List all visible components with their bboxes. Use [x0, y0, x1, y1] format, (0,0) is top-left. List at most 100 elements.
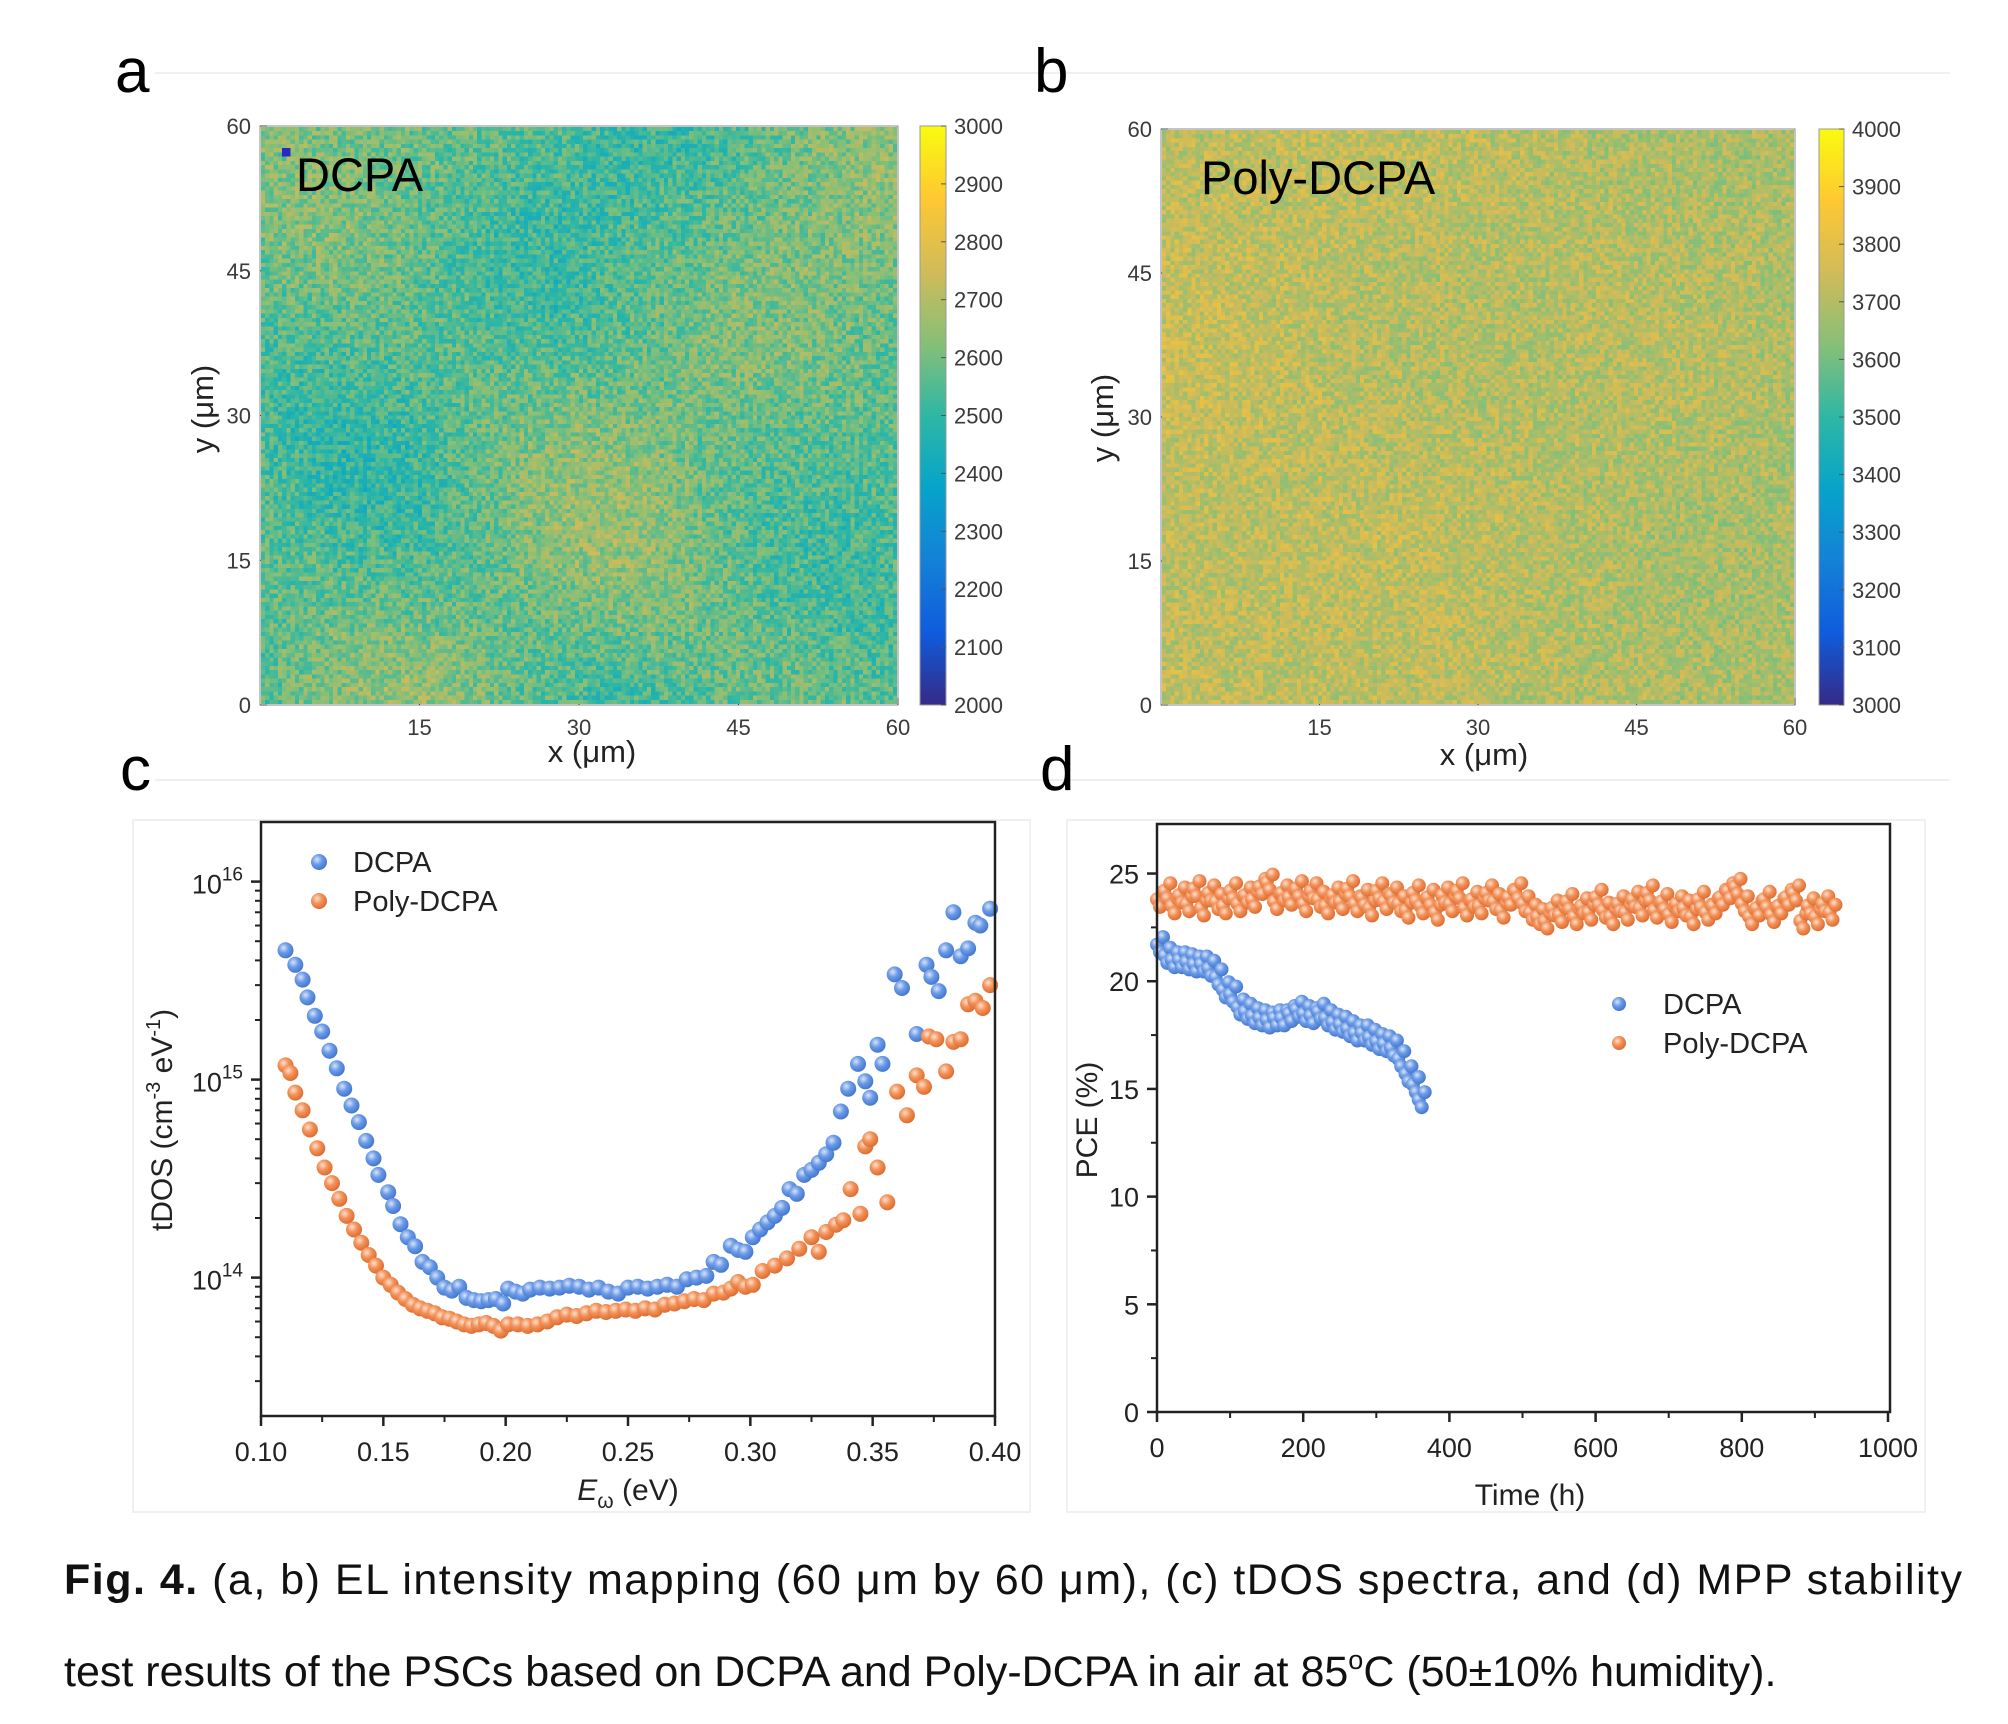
colorbar-b-ticks: 3000 3100 3200 3300 3400 3500 3600 3700 3800 3900…	[1839, 117, 1901, 718]
y-tick-label: 15	[1109, 1075, 1139, 1105]
heatmap-ytick-label: 30	[1128, 405, 1152, 430]
dcpa-point	[294, 971, 311, 988]
dcpa-point	[1417, 1085, 1432, 1100]
poly-dcpa-point	[1196, 908, 1211, 923]
poly-dcpa-point	[842, 1181, 859, 1198]
poly-dcpa-point	[1660, 887, 1675, 901]
heatmap-a-ylabel: y (μm)	[185, 365, 220, 453]
poly-dcpa-point	[1192, 874, 1207, 889]
dcpa-point	[314, 1023, 331, 1040]
poly-dcpa-point	[1430, 912, 1445, 927]
heatmap-ytick-label: 60	[1128, 117, 1152, 142]
poly-dcpa-point	[1620, 912, 1635, 927]
y-tick-label: 20	[1109, 967, 1139, 997]
dcpa-point	[299, 989, 316, 1006]
dcpa-point	[713, 1256, 729, 1273]
colorbar-tick-label: 3900	[1852, 175, 1901, 200]
poly-dcpa-point	[862, 1131, 879, 1148]
x-tick-label: 0.10	[235, 1437, 288, 1467]
dcpa-point	[886, 966, 903, 983]
dcpa-point	[938, 942, 955, 959]
pce-ticks: 0 200 400 600 800 1000 0 5 10 15 20 25	[1109, 860, 1918, 1463]
poly-dcpa-point	[287, 1084, 304, 1101]
heatmap-ytick-label: 15	[1128, 549, 1152, 574]
heatmap-ytick-label: 60	[227, 114, 251, 139]
heatmap-xtick-label: 15	[407, 715, 431, 740]
dcpa-point	[850, 1055, 866, 1072]
heatmap-b-xlabel: x (μm)	[1440, 737, 1528, 772]
colorbar-tick-label: 2200	[954, 577, 1003, 602]
x-tick-label: 0.30	[724, 1437, 777, 1467]
poly-dcpa-point	[916, 1078, 932, 1095]
poly-dcpa-point	[1474, 906, 1489, 921]
dcpa-point	[737, 1243, 754, 1260]
heatmap-ytick-label: 0	[239, 693, 251, 718]
poly-dcpa-point	[1346, 874, 1361, 889]
colorbar-tick-label: 3400	[1852, 463, 1901, 488]
heatmap-ytick-label: 0	[1140, 693, 1152, 718]
heatmap-a: 0 15 30 45 60 15 30 45 60 x (μm) y (μm) 2000 2100…	[185, 114, 1003, 769]
panel-label-a: a	[115, 37, 150, 106]
dcpa-point	[380, 1184, 397, 1201]
poly-dcpa-point	[1828, 897, 1843, 912]
poly-dcpa-point	[928, 1031, 945, 1048]
colorbar-tick-label: 2900	[954, 172, 1003, 197]
poly-dcpa-point	[1248, 899, 1262, 914]
poly-dcpa-point	[1229, 876, 1244, 891]
poly-dcpa-point	[1496, 910, 1511, 925]
poly-dcpa-point	[952, 1031, 969, 1048]
heatmap-ytick-label: 30	[227, 404, 251, 429]
x-tick-label: 1000	[1858, 1433, 1918, 1463]
poly-dcpa-point	[879, 1194, 896, 1211]
poly-dcpa-point	[1789, 893, 1803, 908]
poly-dcpa-point	[803, 1229, 820, 1246]
figure-caption-line-2: test results of the PSCs based on DCPA a…	[64, 1645, 1776, 1696]
poly-dcpa-point	[316, 1159, 333, 1176]
dcpa-point	[972, 917, 989, 934]
colorbar-tick-label: 4000	[1852, 117, 1901, 142]
dcpa-point	[328, 1060, 345, 1077]
tdos-ylabel-sup2: -1	[143, 1019, 165, 1037]
poly-dcpa-point	[368, 1257, 384, 1274]
pce-legend: DCPA Poly-DCPA	[1612, 989, 1808, 1060]
poly-dcpa-point	[1514, 876, 1529, 891]
poly-dcpa-point	[324, 1175, 340, 1192]
heatmap-a-ticks: 0 15 30 45 60 15 30 45 60	[227, 114, 911, 740]
x-tick-label: 0.35	[846, 1437, 899, 1467]
dcpa-point	[918, 956, 935, 973]
x-tick-label: 800	[1719, 1433, 1764, 1463]
dcpa-point	[407, 1238, 424, 1255]
poly-dcpa-point	[1664, 915, 1679, 929]
y-tick-label: 1016	[192, 865, 243, 900]
dcpa-point	[1397, 1044, 1412, 1059]
poly-dcpa-point	[331, 1190, 348, 1207]
y-tick-base: 10	[192, 1068, 222, 1098]
x-tick-label: 0.15	[357, 1437, 410, 1467]
dcpa-point	[343, 1097, 360, 1114]
y-tick-exponent: 16	[222, 865, 243, 886]
y-tick-base: 10	[192, 870, 222, 900]
tdos-ylabel-sup1: -3	[143, 1082, 165, 1100]
poly-dcpa-point	[744, 1276, 761, 1293]
tdos-xlabel: Eω (eV)	[577, 1474, 678, 1513]
legend-label-dcpa: DCPA	[353, 847, 432, 879]
legend-marker-poly-dcpa	[311, 893, 327, 909]
poly-dcpa-point	[1299, 904, 1314, 919]
x-tick-label: 0.20	[479, 1437, 532, 1467]
dcpa-point	[908, 1026, 925, 1042]
poly-dcpa-point	[791, 1240, 808, 1257]
poly-dcpa-point	[1825, 912, 1840, 927]
colorbar-tick-label: 3800	[1852, 232, 1901, 257]
dcpa-point	[869, 1036, 886, 1053]
panel-frames	[132, 72, 1950, 1513]
heatmap-b: 0 15 30 45 60 15 30 45 60 x (μm) y (μm) 3000 3100…	[1085, 117, 1901, 772]
colorbar-tick-label: 2600	[954, 346, 1003, 371]
poly-dcpa-point	[974, 1000, 991, 1016]
poly-dcpa-point	[1265, 867, 1280, 882]
dcpa-point	[774, 1199, 791, 1216]
poly-dcpa-point	[309, 1140, 326, 1157]
poly-dcpa-point	[766, 1257, 783, 1274]
panel-label-b: b	[1034, 37, 1068, 106]
